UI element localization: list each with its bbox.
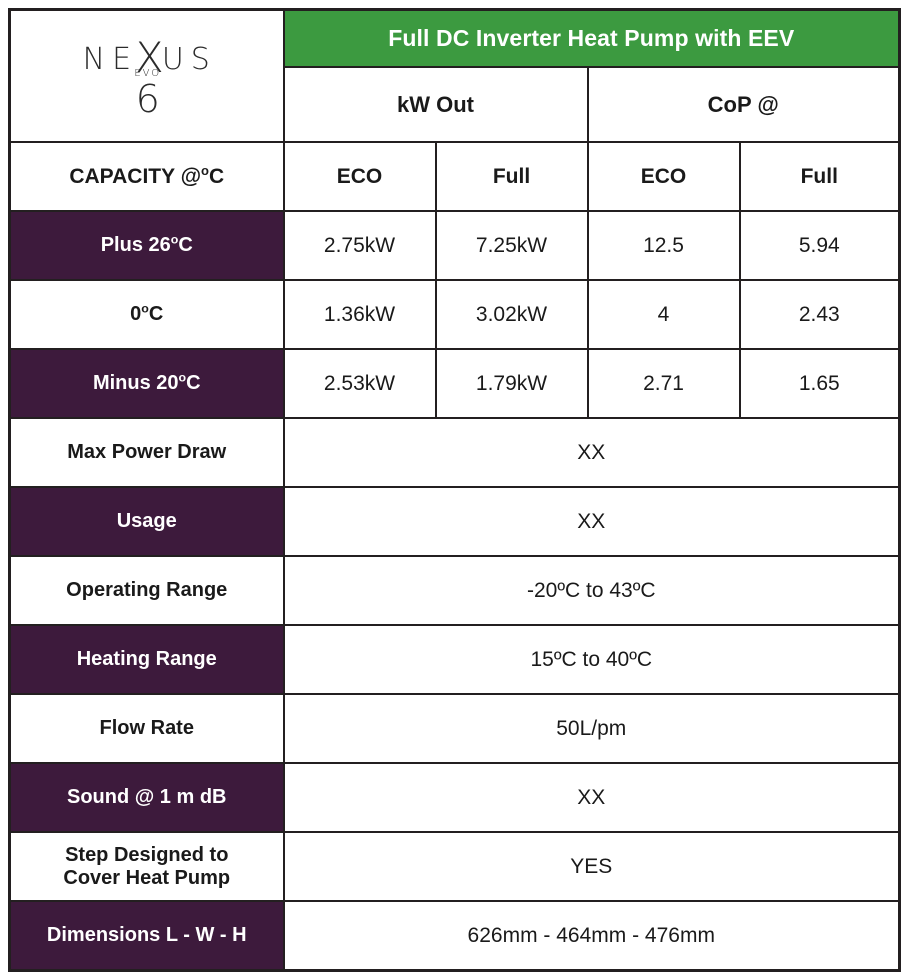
table-row: Sound @ 1 m dB XX [8,762,901,833]
cell-kw-full: 1.79kW [434,348,589,419]
table-row: Flow Rate 50L/pm [8,693,901,764]
row-label-sound-at-1m-db: Sound @ 1 m dB [8,762,285,833]
row-label-line1: Step Designed to [65,843,229,866]
row-label-line2: Cover Heat Pump [63,866,231,889]
table-row: Usage XX [8,486,901,557]
row-label-text: Plus 26 [100,234,171,256]
column-header-kw-eco: ECO [282,141,437,212]
logo-x-mark: X [135,33,164,82]
column-header-cop-eco: ECO [586,141,741,212]
header-row-groups: kW Out CoP @ [10,66,901,143]
degree-symbol: o [178,370,187,385]
row-label-text: 0 [130,303,142,325]
cell-operating-range: -20ºC to 43ºC [282,555,901,626]
row-label-operating-range: Operating Range [8,555,285,626]
table-row: Max Power Draw XX [8,417,901,488]
row-label-unit: C [148,303,164,325]
cell-dimensions: 626mm - 464mm - 476mm [282,900,901,972]
cell-cop-eco: 2.71 [586,348,741,419]
table-row: Plus 26oC 2.75kW 7.25kW 12.5 5.94 [8,210,901,281]
logo-wordmark: NEXUS [77,33,217,82]
degree-symbol: o [141,301,149,316]
cell-flow-rate: 50L/pm [282,693,901,764]
capacity-label: CAPACITY @ [69,164,202,188]
product-title-banner: Full DC Inverter Heat Pump with EEV [282,8,901,68]
table-row: Step Designed to Cover Heat Pump YES [8,831,901,902]
cell-sound-at-1m-db: XX [282,762,901,833]
column-header-kw-full: Full [434,141,589,212]
row-label-plus-26c: Plus 26oC [8,210,285,281]
group-header-kw-out: kW Out [282,66,589,143]
header-row-columns: CAPACITY @oC ECO Full ECO Full [8,141,901,212]
column-header-capacity: CAPACITY @oC [8,141,285,212]
row-label-dimensions: Dimensions L - W - H [8,900,285,972]
logo-subtext-evo: EVO [134,68,162,79]
capacity-degree-symbol: o [201,162,209,178]
cell-usage: XX [282,486,901,557]
cell-cop-full: 1.65 [738,348,901,419]
cell-step-designed: YES [282,831,901,902]
cell-cop-full: 5.94 [738,210,901,281]
logo-text-pre: NE [82,42,139,77]
row-label-max-power-draw: Max Power Draw [8,417,285,488]
degree-symbol: o [170,232,179,247]
cell-cop-eco: 12.5 [586,210,741,281]
cell-kw-eco: 2.75kW [282,210,437,281]
row-label-flow-rate: Flow Rate [8,693,285,764]
table-row: Dimensions L - W - H 626mm - 464mm - 476… [8,900,901,972]
cell-cop-eco: 4 [586,279,741,350]
row-label-usage: Usage [8,486,285,557]
cell-heating-range: 15ºC to 40ºC [282,624,901,695]
row-label-minus-20c: Minus 20oC [8,348,285,419]
heat-pump-spec-sheet: NEXUS EVO 6 Full DC Inverter Heat Pump w… [8,8,902,972]
table-row: 0oC 1.36kW 3.02kW 4 2.43 [8,279,901,350]
table-row: Heating Range 15ºC to 40ºC [8,624,901,695]
header-row-banner: NEXUS EVO 6 Full DC Inverter Heat Pump w… [8,8,901,143]
cell-kw-eco: 1.36kW [282,279,437,350]
table-body: NEXUS EVO 6 Full DC Inverter Heat Pump w… [8,8,901,972]
row-label-unit: C [178,234,193,256]
row-label-heating-range: Heating Range [8,624,285,695]
specification-table: NEXUS EVO 6 Full DC Inverter Heat Pump w… [8,8,902,972]
row-label-0c: 0oC [8,279,285,350]
table-row: Operating Range -20ºC to 43ºC [8,555,901,626]
cell-kw-eco: 2.53kW [282,348,437,419]
row-label-step-designed: Step Designed to Cover Heat Pump [8,831,285,902]
logo-model-number: 6 [135,77,160,121]
row-label-unit: C [186,372,201,394]
brand-logo-cell: NEXUS EVO 6 [8,8,285,143]
cell-cop-full: 2.43 [738,279,901,350]
cell-kw-full: 7.25kW [434,210,589,281]
cell-kw-full: 3.02kW [434,279,589,350]
table-row: Minus 20oC 2.53kW 1.79kW 2.71 1.65 [8,348,901,419]
cell-max-power-draw: XX [282,417,901,488]
capacity-unit: C [209,164,225,188]
group-header-cop-at: CoP @ [586,66,901,143]
column-header-cop-full: Full [738,141,901,212]
logo-text-post: US [161,42,217,77]
row-label-text: Minus 20 [92,372,179,394]
logo: NEXUS EVO 6 [15,33,279,121]
